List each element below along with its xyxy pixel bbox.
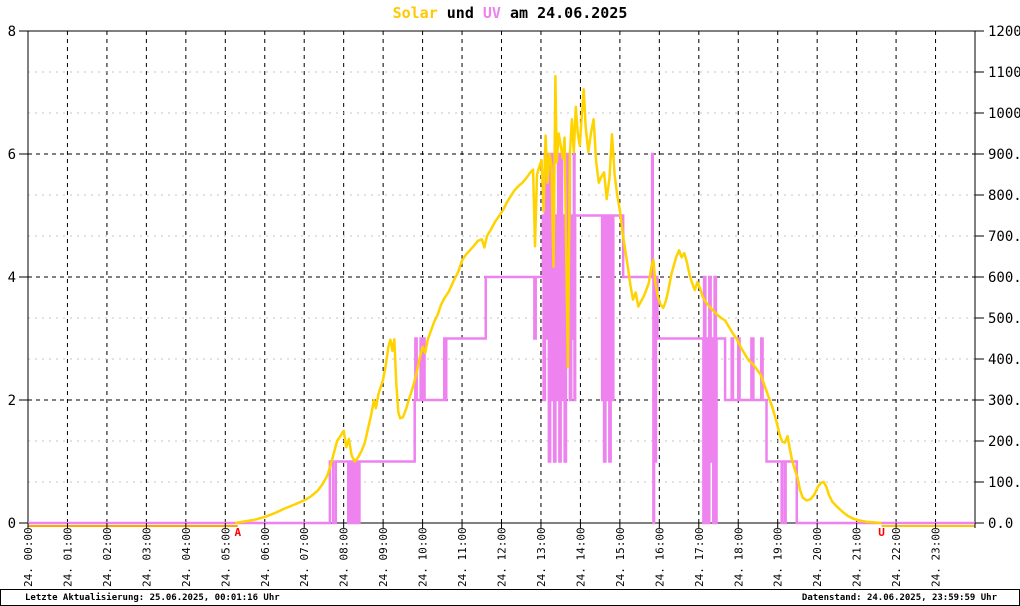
svg-text:24. 02:00: 24. 02:00 — [101, 527, 114, 587]
svg-text:600.0: 600.0 — [988, 270, 1020, 286]
svg-text:200.0: 200.0 — [988, 434, 1020, 450]
right-axis-labels: 1200 1100 1000 900.0 800.0 700.0 600.0 500.0 400… — [988, 24, 1020, 532]
svg-text:24. 01:00: 24. 01:00 — [61, 527, 74, 587]
left-axis-labels: 8 6 4 2 0 — [8, 24, 16, 532]
svg-text:0: 0 — [8, 516, 16, 532]
svg-text:24. 00:00: 24. 00:00 — [22, 527, 35, 587]
svg-text:24. 22:00: 24. 22:00 — [890, 527, 903, 587]
svg-text:24. 20:00: 24. 20:00 — [811, 527, 824, 587]
svg-text:800.0: 800.0 — [988, 188, 1020, 204]
svg-text:24. 16:00: 24. 16:00 — [653, 527, 666, 587]
svg-text:500.0: 500.0 — [988, 311, 1020, 327]
svg-text:8: 8 — [8, 24, 16, 40]
svg-text:24. 18:00: 24. 18:00 — [732, 527, 745, 587]
svg-text:24. 13:00: 24. 13:00 — [535, 527, 548, 587]
svg-text:24. 19:00: 24. 19:00 — [772, 527, 785, 587]
x-axis-labels: 24. 00:00 24. 01:00 24. 02:00 24. 03:00 24. … — [22, 527, 943, 587]
svg-text:1100: 1100 — [988, 65, 1020, 81]
svg-text:24. 15:00: 24. 15:00 — [614, 527, 627, 587]
svg-text:24. 14:00: 24. 14:00 — [574, 527, 587, 587]
svg-text:24. 08:00: 24. 08:00 — [338, 527, 351, 587]
svg-text:U: U — [878, 526, 885, 539]
chart-title: Solar und UV am 24.06.2025 — [0, 4, 1020, 22]
svg-text:24. 09:00: 24. 09:00 — [377, 527, 390, 587]
svg-text:A: A — [234, 526, 241, 539]
svg-text:24. 17:00: 24. 17:00 — [693, 527, 706, 587]
svg-text:1200: 1200 — [988, 24, 1020, 40]
grid-layer — [28, 31, 975, 523]
svg-text:24. 11:00: 24. 11:00 — [456, 527, 469, 587]
chart-canvas: 8 6 4 2 0 1200 1100 1000 900.0 800.0 700.0 600.0 50… — [8, 24, 1020, 587]
title-solar-label: Solar — [392, 4, 438, 22]
svg-text:300.0: 300.0 — [988, 393, 1020, 409]
svg-text:400.0: 400.0 — [988, 352, 1020, 368]
last-update-text: Letzte Aktualisierung: 25.06.2025, 00:01… — [25, 592, 280, 603]
status-bar: Letzte Aktualisierung: 25.06.2025, 00:01… — [0, 589, 1020, 606]
svg-text:24. 21:00: 24. 21:00 — [851, 527, 864, 587]
solar-series-line — [234, 74, 882, 525]
svg-text:24. 07:00: 24. 07:00 — [298, 527, 311, 587]
title-uv-label: UV — [482, 4, 501, 22]
title-date-label: am 24.06.2025 — [500, 4, 628, 22]
data-state-text: Datenstand: 24.06.2025, 23:59:59 Uhr — [801, 592, 997, 603]
svg-text:24. 03:00: 24. 03:00 — [140, 527, 153, 587]
svg-text:2: 2 — [8, 393, 16, 409]
svg-text:1000: 1000 — [988, 106, 1020, 122]
svg-text:24. 12:00: 24. 12:00 — [496, 527, 509, 587]
svg-text:24. 10:00: 24. 10:00 — [417, 527, 430, 587]
svg-text:0.0: 0.0 — [988, 516, 1013, 532]
svg-text:4: 4 — [8, 270, 16, 286]
svg-text:900.0: 900.0 — [988, 147, 1020, 163]
svg-text:24. 04:00: 24. 04:00 — [180, 527, 193, 587]
axis-ticks — [19, 30, 984, 528]
svg-text:24. 05:00: 24. 05:00 — [219, 527, 232, 587]
uv-series-line — [28, 152, 975, 525]
svg-text:700.0: 700.0 — [988, 229, 1020, 245]
svg-text:24. 23:00: 24. 23:00 — [930, 527, 943, 587]
svg-text:6: 6 — [8, 147, 16, 163]
svg-text:24. 06:00: 24. 06:00 — [259, 527, 272, 587]
title-und-label: und — [437, 4, 483, 22]
svg-text:100.0: 100.0 — [988, 475, 1020, 491]
